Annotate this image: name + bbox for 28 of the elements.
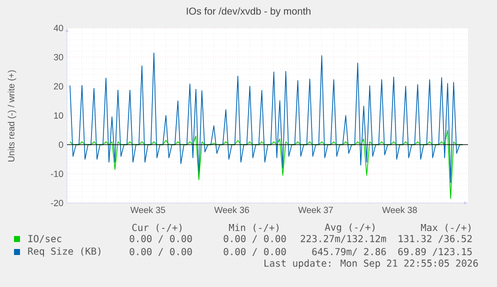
- x-tick-label: Week 38: [382, 206, 417, 214]
- text: Min (-/+): [229, 224, 278, 232]
- text: 131.32 /36.52: [398, 235, 472, 243]
- legend-label: Req Size (KB): [28, 247, 100, 257]
- y-tick-label: 40: [54, 24, 64, 32]
- text: Max (-/+): [421, 224, 470, 232]
- text: 69.89 /123.15: [398, 248, 472, 256]
- y-tick-label: -20: [50, 200, 64, 206]
- y-tick-label: 0: [58, 141, 64, 148]
- text: 0.00 / 0.00: [224, 235, 286, 243]
- x-tick-label: Week 37: [298, 206, 333, 214]
- text: 0.00 / 0.00: [224, 248, 286, 256]
- text: 0.00 / 0.00: [130, 248, 192, 256]
- y-tick-label: 30: [54, 54, 64, 60]
- text: 223.27m/132.12m: [300, 235, 386, 243]
- y-tick-label: 10: [54, 112, 64, 119]
- chart-title: IOs for /dev/xvdb - by month: [186, 7, 310, 17]
- text: Last update: Mon Sep 21 22:55:05 2026: [264, 259, 478, 269]
- text: Avg (-/+): [324, 223, 374, 233]
- text: 645.79m/ 2.86: [312, 248, 386, 256]
- x-tick-label: Week 35: [130, 206, 166, 214]
- y-axis-title: Units read (-) / write (+): [8, 70, 16, 162]
- text: Cur (-/+): [132, 224, 182, 232]
- text: 0.00 / 0.00: [130, 235, 192, 243]
- y-tick-label: -10: [50, 170, 64, 178]
- legend-label: IO/sec: [28, 235, 62, 243]
- y-tick-label: 20: [54, 83, 64, 90]
- x-tick-label: Week 36: [214, 206, 250, 214]
